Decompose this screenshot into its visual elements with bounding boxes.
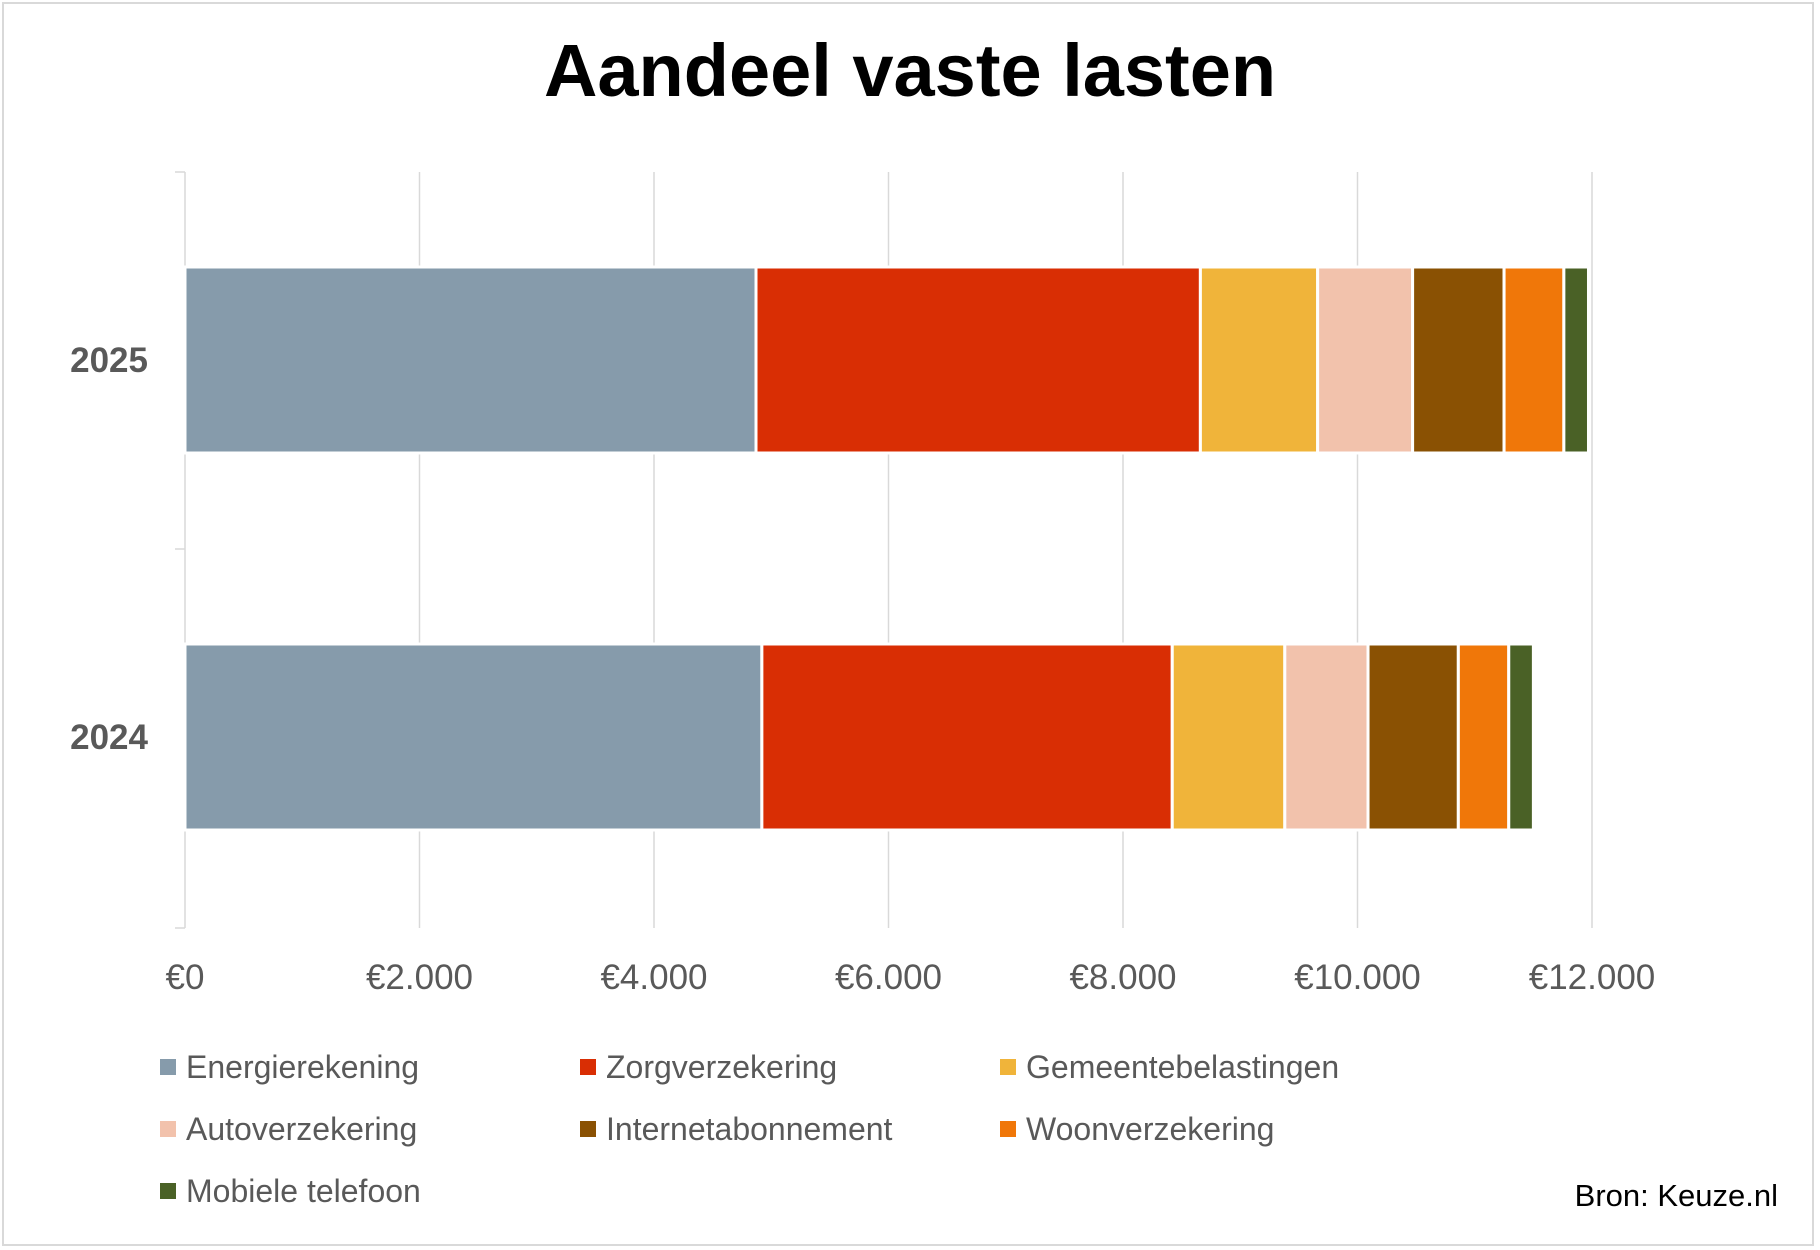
bar-segment-2024-energierekening xyxy=(183,642,764,832)
bar-segment-2024-zorgverzekering xyxy=(760,642,1174,832)
legend-item: Woonverzekering xyxy=(1000,1107,1460,1151)
bar-segment-2025-woonverzekering xyxy=(1502,265,1566,455)
legend-swatch xyxy=(160,1059,176,1075)
legend-swatch xyxy=(580,1121,596,1137)
bar-segment-2025-autoverzekering xyxy=(1316,265,1415,455)
bar-segment-2024-autoverzekering xyxy=(1283,642,1370,832)
bar-segment-2025-mobiele-telefoon xyxy=(1562,265,1590,455)
legend-swatch xyxy=(1000,1121,1016,1137)
x-tick-label: €2.000 xyxy=(366,958,473,997)
x-tick-label: €0 xyxy=(166,958,205,997)
chart-legend: Energierekening Zorgverzekering Gemeentebe… xyxy=(160,1045,1460,1213)
bar-segment-2024-gemeentebelastingen xyxy=(1170,642,1287,832)
y-tick-label-2024: 2024 xyxy=(70,718,148,757)
bar-segment-2025-energierekening xyxy=(183,265,758,455)
y-tick-label-2025: 2025 xyxy=(70,341,148,380)
bar-segment-2025-zorgverzekering xyxy=(754,265,1202,455)
x-tick-label: €10.000 xyxy=(1294,958,1421,997)
source-note: Bron: Keuze.nl xyxy=(1574,1178,1778,1213)
bar-segment-2025-internetabonnement xyxy=(1411,265,1506,455)
legend-swatch xyxy=(580,1059,596,1075)
x-tick-label: €4.000 xyxy=(600,958,707,997)
legend-label: Autoverzekering xyxy=(186,1110,418,1147)
legend-label: Gemeentebelastingen xyxy=(1026,1048,1340,1085)
legend-swatch xyxy=(160,1183,176,1199)
legend-label: Internetabonnement xyxy=(606,1110,893,1147)
legend-item: Gemeentebelastingen xyxy=(1000,1045,1460,1089)
legend-swatch xyxy=(1000,1059,1016,1075)
legend-swatch xyxy=(160,1121,176,1137)
bar-segment-2024-mobiele-telefoon xyxy=(1507,642,1535,832)
bar-segment-2025-gemeentebelastingen xyxy=(1198,265,1320,455)
chart-title: Aandeel vaste lasten xyxy=(543,29,1277,112)
legend-item: Zorgverzekering xyxy=(580,1045,1000,1089)
bar-segment-2024-internetabonnement xyxy=(1366,642,1460,832)
x-tick-label: €12.000 xyxy=(1529,958,1656,997)
legend-item: Mobiele telefoon xyxy=(160,1169,580,1213)
legend-label: Zorgverzekering xyxy=(606,1048,838,1085)
legend-item: Autoverzekering xyxy=(160,1107,580,1151)
legend-item: Energierekening xyxy=(160,1045,580,1089)
bar-segment-2024-woonverzekering xyxy=(1456,642,1511,832)
legend-item: Internetabonnement xyxy=(580,1107,1000,1151)
legend-label: Mobiele telefoon xyxy=(186,1172,421,1209)
legend-label: Energierekening xyxy=(186,1048,420,1085)
x-tick-label: €6.000 xyxy=(835,958,942,997)
x-tick-label: €8.000 xyxy=(1069,958,1176,997)
legend-label: Woonverzekering xyxy=(1026,1110,1275,1147)
